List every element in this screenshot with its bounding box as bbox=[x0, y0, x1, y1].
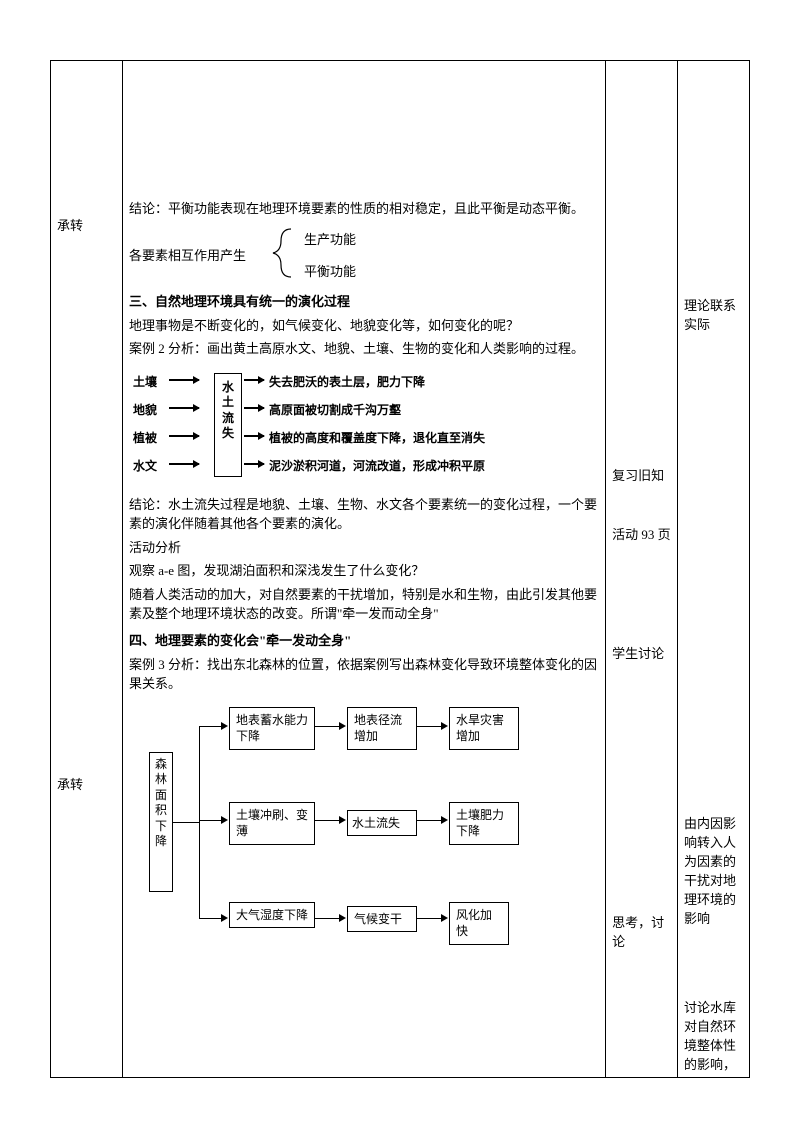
d2-c3: 风化加快 bbox=[449, 902, 509, 946]
d2-a3: 水旱灾害增加 bbox=[449, 707, 519, 751]
d2-c1: 大气湿度下降 bbox=[229, 902, 315, 929]
para-1: 地理事物是不断变化的，如气候变化、地貌变化等，如何变化的呢？ bbox=[129, 316, 599, 336]
d2-b1: 土壤冲刷、变薄 bbox=[229, 802, 315, 846]
arrow-icon bbox=[244, 435, 264, 437]
connector-line bbox=[417, 726, 441, 727]
arrow-icon bbox=[221, 722, 228, 730]
brace-icon bbox=[269, 225, 299, 281]
heading-4: 四、地理要素的变化会"牵一发动全身" bbox=[129, 630, 599, 649]
d2-b3: 土壤肥力下降 bbox=[449, 802, 519, 846]
d2-a1: 地表蓄水能力下降 bbox=[229, 707, 315, 751]
arrow-icon bbox=[441, 722, 448, 730]
brace-diagram: 各要素相互作用产生 生产功能 平衡功能 bbox=[129, 225, 599, 281]
d1-landform: 地貌 bbox=[133, 401, 157, 418]
para-4: 观察 a-e 图，发现湖泊面积和深浅发生了什么变化？ bbox=[129, 561, 599, 581]
d1-hydrology: 水文 bbox=[133, 457, 157, 474]
connector-line bbox=[199, 726, 200, 918]
d2-a2: 地表径流增加 bbox=[347, 707, 417, 751]
arrow-icon bbox=[339, 722, 346, 730]
r1-review: 复习旧知 bbox=[612, 465, 671, 484]
d1-r2: 高原面被切割成千沟万壑 bbox=[269, 401, 401, 418]
r2-human-factor: 由内因影响转入人为因素的干扰对地理环境的影响 bbox=[684, 813, 743, 927]
forest-decline-diagram: 森林面积下降 地表蓄水能力下降 地表径流增加 水旱灾害增加 土壤冲刷、变薄 水土… bbox=[129, 702, 599, 962]
arrow-icon bbox=[244, 407, 264, 409]
d1-r3: 植被的高度和覆盖度下降，退化直至消失 bbox=[269, 429, 485, 446]
d1-center-text: 水土流失 bbox=[222, 380, 234, 441]
d1-center-box: 水土流失 bbox=[214, 373, 242, 477]
soil-erosion-diagram: 土壤 地貌 植被 水文 水土流失 失去肥沃的表土层，肥力下降 高原面被切割成千沟… bbox=[129, 367, 599, 487]
arrow-icon bbox=[441, 914, 448, 922]
connector-line bbox=[199, 820, 221, 821]
arrow-icon bbox=[441, 816, 448, 824]
para-6: 案例 3 分析：找出东北森林的位置，依据案例写出森林变化导致环境整体变化的因果关… bbox=[129, 655, 599, 694]
arrow-icon bbox=[339, 816, 346, 824]
arrow-icon bbox=[221, 816, 228, 824]
d2-c2: 气候变干 bbox=[347, 906, 417, 933]
brace-option-2: 平衡功能 bbox=[304, 261, 356, 280]
connector-line bbox=[315, 918, 339, 919]
r1-think: 思考，讨论 bbox=[612, 912, 671, 950]
left-label-2: 承转 bbox=[57, 774, 116, 793]
lesson-table: 承转 承转 结论：平衡功能表现在地理环境要素的性质的相对稳定，且此平衡是动态平衡… bbox=[50, 60, 750, 1078]
r2-theory: 理论联系实际 bbox=[684, 295, 743, 333]
para-2: 案例 2 分析：画出黄土高原水文、地貌、土壤、生物的变化和人类影响的过程。 bbox=[129, 339, 599, 359]
d2-b2: 水土流失 bbox=[347, 810, 417, 837]
para-5: 随着人类活动的加大，对自然要素的干扰增加，特别是水和生物，由此引发其他要素及整个… bbox=[129, 585, 599, 624]
heading-3: 三、自然地理环境具有统一的演化过程 bbox=[129, 291, 599, 310]
connector-line bbox=[417, 820, 441, 821]
connector-line bbox=[199, 726, 221, 727]
d1-r4: 泥沙淤积河道，河流改道，形成冲积平原 bbox=[269, 457, 485, 474]
col-middle: 结论：平衡功能表现在地理环境要素的性质的相对稳定，且此平衡是动态平衡。 各要素相… bbox=[122, 61, 605, 1078]
connector-line bbox=[173, 822, 199, 823]
arrow-icon bbox=[169, 463, 199, 465]
d1-soil: 土壤 bbox=[133, 373, 157, 390]
d2-root-box: 森林面积下降 bbox=[149, 752, 173, 892]
r1-activity93: 活动 93 页 bbox=[612, 524, 671, 543]
d1-vegetation: 植被 bbox=[133, 429, 157, 446]
d2-root-text: 森林面积下降 bbox=[155, 757, 167, 849]
connector-line bbox=[199, 918, 221, 919]
connector-line bbox=[315, 820, 339, 821]
arrow-icon bbox=[244, 379, 264, 381]
connector-line bbox=[417, 918, 441, 919]
col-student-activity: 复习旧知 活动 93 页 学生讨论 思考，讨论 bbox=[606, 61, 678, 1078]
para-3: 活动分析 bbox=[129, 538, 599, 558]
arrow-icon bbox=[169, 435, 199, 437]
brace-option-1: 生产功能 bbox=[304, 229, 356, 248]
conclusion-2: 结论：水土流失过程是地貌、土壤、生物、水文各个要素统一的变化过程，一个要素的演化… bbox=[129, 495, 599, 534]
col-left: 承转 承转 bbox=[51, 61, 123, 1078]
arrow-icon bbox=[169, 407, 199, 409]
arrow-icon bbox=[244, 463, 264, 465]
d1-r1: 失去肥沃的表土层，肥力下降 bbox=[269, 373, 425, 390]
conclusion-1: 结论：平衡功能表现在地理环境要素的性质的相对稳定，且此平衡是动态平衡。 bbox=[129, 199, 599, 219]
r2-reservoir: 讨论水库对自然环境整体性的影响， bbox=[684, 997, 743, 1073]
col-design-intent: 理论联系实际 由内因影响转入人为因素的干扰对地理环境的影响 讨论水库对自然环境整… bbox=[678, 61, 750, 1078]
brace-left-text: 各要素相互作用产生 bbox=[129, 245, 246, 264]
r1-discuss: 学生讨论 bbox=[612, 643, 671, 662]
arrow-icon bbox=[221, 914, 228, 922]
left-label-1: 承转 bbox=[57, 215, 116, 234]
connector-line bbox=[315, 726, 339, 727]
arrow-icon bbox=[169, 379, 199, 381]
arrow-icon bbox=[339, 914, 346, 922]
